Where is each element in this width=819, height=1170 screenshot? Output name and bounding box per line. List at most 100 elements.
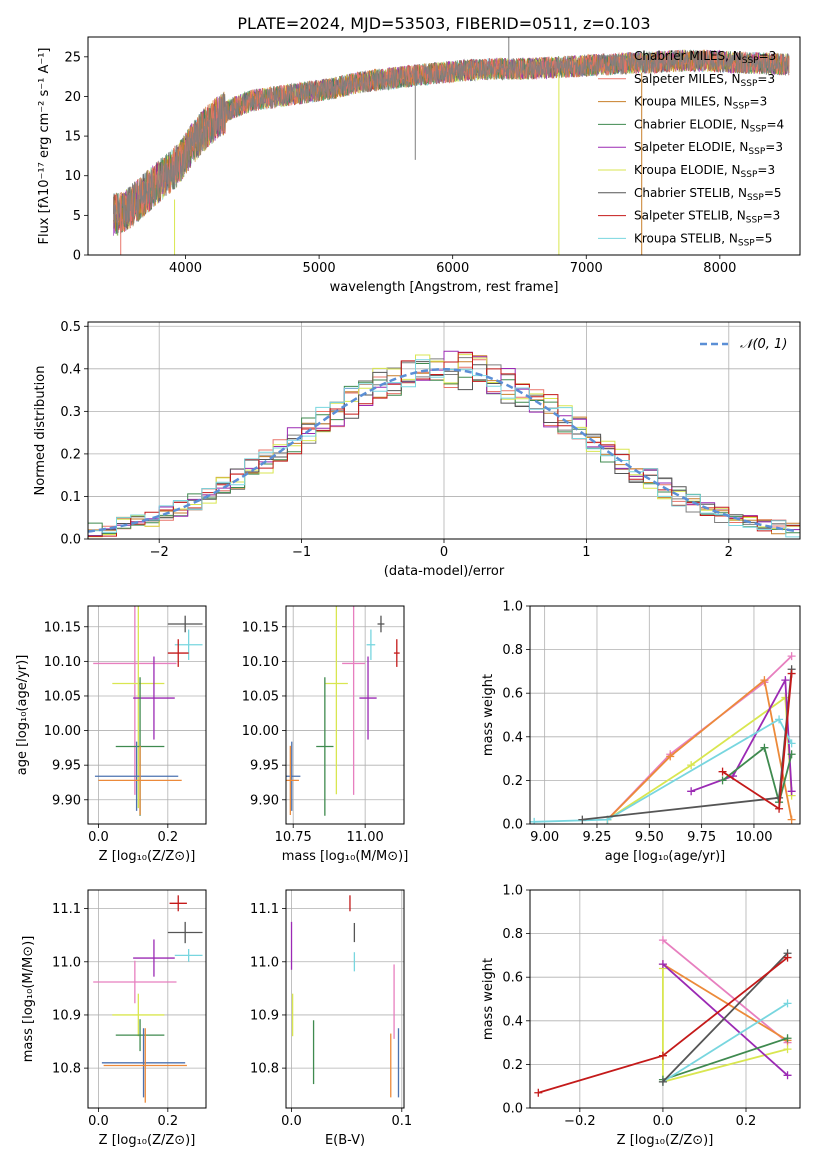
legend-label: Chabrier STELIB, NSSP=5 bbox=[634, 186, 782, 203]
legend-suffix: =5 bbox=[764, 186, 782, 200]
legend-label: Salpeter MILES, NSSP=3 bbox=[634, 72, 775, 89]
massweight_vs_age-ylabel: mass weight bbox=[481, 674, 496, 756]
legend-label: Kroupa MILES, NSSP=3 bbox=[634, 95, 767, 112]
spectrum-frame bbox=[87, 36, 801, 256]
legend-sub: SSP bbox=[747, 193, 764, 203]
legend-sub: SSP bbox=[746, 216, 763, 226]
legend-label: Chabrier MILES, NSSP=3 bbox=[634, 49, 776, 66]
spectrum-lines bbox=[113, 37, 790, 255]
legend-suffix: =3 bbox=[759, 49, 777, 63]
legend-name: Chabrier MILES, N bbox=[634, 49, 742, 63]
massweight_vs_age-xtick-label: 10.00 bbox=[735, 830, 772, 845]
massweight_vs_age-ytick-label: 0.8 bbox=[502, 643, 523, 658]
massweight-marker bbox=[775, 804, 784, 813]
massweight-marker bbox=[787, 750, 796, 759]
mass_vs_z-ytick-label: 11.1 bbox=[52, 902, 81, 917]
massweight-line bbox=[662, 939, 789, 1044]
age_vs_z-axes: 0.0 0.2 9.90 9.95 10.00 10.05 10.10 10.15 Z [log… bbox=[15, 605, 207, 864]
mass_vs_z-frame bbox=[87, 889, 207, 1109]
massweight-marker bbox=[783, 1045, 792, 1054]
residuals-ytick-label: 0.1 bbox=[60, 490, 81, 505]
mass_vs_ebv-xlabel: E(B-V) bbox=[325, 1133, 365, 1148]
legend-suffix: =5 bbox=[755, 231, 773, 245]
massweight_vs_age-ytick-label: 0.0 bbox=[502, 818, 523, 833]
massweight_vs_z-xlabel: Z [log₁₀(Z/Z⊙)] bbox=[617, 1133, 714, 1148]
legend-sub: SSP bbox=[741, 170, 758, 180]
massweight_vs_age-ytick-label: 0.6 bbox=[502, 687, 523, 702]
legend-sub: SSP bbox=[742, 56, 759, 66]
massweight-marker bbox=[687, 787, 696, 796]
age_vs_z-ytick-label: 10.10 bbox=[44, 655, 81, 670]
age_vs_z-ytick-label: 9.90 bbox=[52, 793, 81, 808]
mass_vs_ebv-ytick-label: 10.8 bbox=[250, 1062, 279, 1077]
age_vs_z-xtick-label: 0.2 bbox=[157, 830, 178, 845]
legend-suffix: =3 bbox=[763, 209, 781, 223]
mass_vs_z-ylabel: mass [log₁₀(M/M⊙)] bbox=[21, 936, 36, 1063]
massweight-marker bbox=[787, 652, 796, 661]
massweight-marker bbox=[658, 1077, 667, 1086]
massweight-marker bbox=[530, 817, 539, 824]
residuals-xtick-label: 1 bbox=[582, 545, 590, 560]
massweight-marker bbox=[787, 669, 796, 678]
legend-sub: SSP bbox=[733, 102, 750, 112]
mass_vs_ebv-ytick-label: 11.1 bbox=[250, 902, 279, 917]
age_vs_mass-frame bbox=[285, 605, 405, 825]
spectrum-xtick-label: 7000 bbox=[570, 261, 603, 276]
age_vs_z-xtick-label: 0.0 bbox=[88, 830, 109, 845]
massweight-line bbox=[606, 695, 793, 821]
age_vs_mass-ytick-label: 10.15 bbox=[242, 620, 279, 635]
legend-label: Chabrier ELODIE, NSSP=4 bbox=[634, 117, 784, 134]
mass_vs_z-ytick-label: 10.9 bbox=[52, 1008, 81, 1023]
spectrum-series-line bbox=[113, 49, 790, 235]
spectrum-ytick-label: 20 bbox=[64, 90, 81, 105]
massweight-line bbox=[662, 968, 788, 1083]
massweight-marker bbox=[760, 676, 769, 685]
mass_vs_ebv-ytick-label: 10.9 bbox=[250, 1008, 279, 1023]
massweight-line bbox=[606, 678, 793, 821]
residuals-ytick-label: 0.2 bbox=[60, 447, 81, 462]
spectrum-ytick-label: 0 bbox=[73, 249, 81, 264]
age_vs_mass-ytick-label: 9.95 bbox=[250, 759, 279, 774]
age_vs_z-ytick-label: 10.00 bbox=[44, 724, 81, 739]
massweight-marker bbox=[760, 743, 769, 752]
massweight-marker bbox=[718, 776, 727, 785]
mass_vs_z-xtick-label: 0.2 bbox=[157, 1114, 178, 1129]
mass_vs_z-xlabel: Z [log₁₀(Z/Z⊙)] bbox=[99, 1133, 196, 1148]
legend-suffix: =3 bbox=[757, 72, 775, 86]
legend-sub: SSP bbox=[748, 147, 765, 157]
massweight-marker bbox=[658, 1051, 667, 1060]
legend-name: Salpeter ELODIE, N bbox=[634, 140, 748, 154]
age_vs_z-frame bbox=[87, 605, 207, 825]
legend-label: Kroupa STELIB, NSSP=5 bbox=[634, 231, 772, 248]
mass_vs_z-points bbox=[93, 895, 203, 1103]
massweight_vs_age-ytick-label: 0.4 bbox=[502, 730, 523, 745]
massweight-line bbox=[662, 1037, 788, 1081]
massweight-marker bbox=[783, 1071, 792, 1080]
residual-histogram bbox=[88, 359, 800, 538]
spectrum-xtick-label: 8000 bbox=[703, 261, 736, 276]
massweight-line bbox=[690, 676, 793, 793]
spectrum-xlabel: wavelength [Angstrom, rest frame] bbox=[330, 280, 559, 295]
massweight_vs_age-ytick-label: 1.0 bbox=[502, 600, 523, 615]
massweight-line bbox=[662, 963, 788, 1042]
massweight-marker bbox=[534, 1088, 543, 1097]
residuals-ytick-label: 0.3 bbox=[60, 405, 81, 420]
residuals-xtick-label: 0 bbox=[440, 545, 448, 560]
age_vs_z-ytick-label: 10.15 bbox=[44, 620, 81, 635]
massweight-line bbox=[662, 963, 789, 1076]
normal-curve bbox=[88, 368, 798, 533]
legend-name: Kroupa STELIB, N bbox=[634, 231, 738, 245]
massweight_vs_age-ytick-label: 0.2 bbox=[502, 774, 523, 789]
massweight_vs_z-ytick-label: 0.2 bbox=[502, 1058, 523, 1073]
spectrum-ytick-label: 5 bbox=[73, 209, 81, 224]
age_vs_mass-ytick-label: 9.90 bbox=[250, 793, 279, 808]
massweight-line bbox=[722, 673, 793, 811]
legend-sub: SSP bbox=[750, 124, 767, 134]
massweight_vs_z-xtick-label: 0.0 bbox=[653, 1114, 674, 1129]
age_vs_z-ylabel: age [log₁₀(age/yr)] bbox=[15, 655, 30, 776]
spectrum-ytick-label: 15 bbox=[64, 130, 81, 145]
age_vs_mass-points bbox=[286, 606, 400, 816]
spectrum-ytick-label: 10 bbox=[64, 169, 81, 184]
